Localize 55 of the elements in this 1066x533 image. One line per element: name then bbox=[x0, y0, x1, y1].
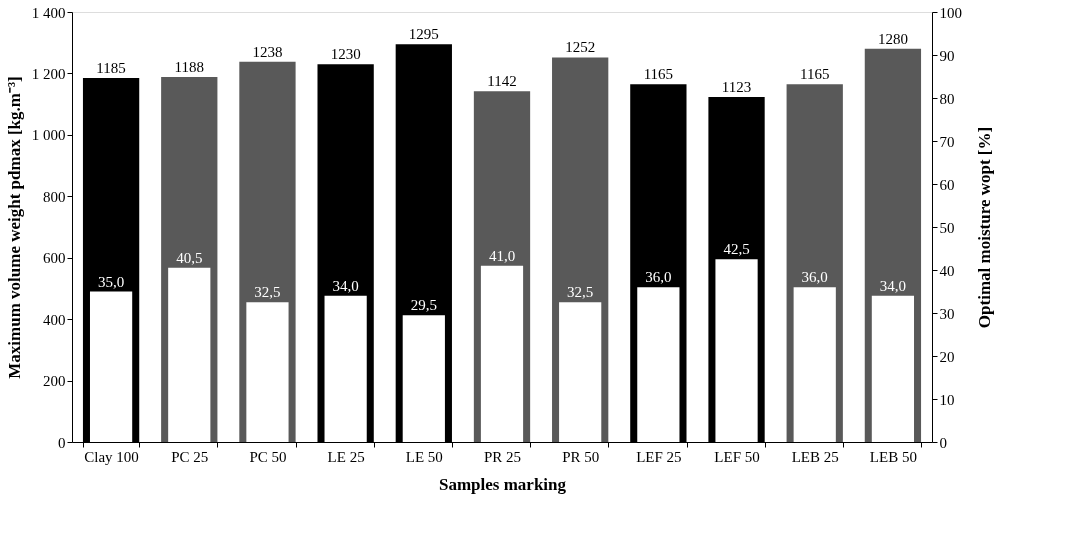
y2-tick-label: 40 bbox=[939, 262, 955, 279]
data-label: 1295 bbox=[408, 26, 439, 43]
y-tick-label: 800 bbox=[43, 188, 66, 205]
data-label: 1188 bbox=[174, 59, 204, 76]
y2-tick-label: 60 bbox=[939, 176, 955, 193]
data-label: 1165 bbox=[643, 66, 674, 83]
x-tick-label: LEB 25 bbox=[791, 448, 839, 465]
y2-tick-label: 70 bbox=[939, 133, 955, 150]
y-tick-label: 400 bbox=[43, 311, 66, 328]
y2-tick-label: 30 bbox=[939, 305, 955, 322]
y2-tick-label: 50 bbox=[939, 219, 955, 236]
y-tick-label: 1 000 bbox=[31, 127, 66, 144]
y-tick-label: 1 400 bbox=[31, 4, 66, 21]
x-tick-label: Clay 100 bbox=[84, 448, 139, 465]
y2-axis-title: Optimal moisture wopt [%] bbox=[975, 126, 994, 329]
data-label: 34,0 bbox=[332, 277, 359, 294]
x-tick-label: LE 50 bbox=[405, 448, 443, 465]
x-tick-label: LEB 50 bbox=[869, 448, 917, 465]
data-label: 36,0 bbox=[801, 269, 828, 286]
x-tick-label: PR 50 bbox=[562, 448, 600, 465]
x-tick-label: PR 25 bbox=[483, 448, 522, 465]
data-label: 1238 bbox=[252, 43, 283, 60]
data-label: 1142 bbox=[487, 73, 517, 90]
x-axis-title: Samples marking bbox=[438, 474, 567, 494]
y2-tick-label: 0 bbox=[939, 434, 947, 451]
data-label: 1165 bbox=[800, 66, 830, 83]
data-label: 32,5 bbox=[567, 284, 594, 301]
y2-tick-label: 10 bbox=[939, 391, 955, 408]
data-label: 41,0 bbox=[488, 247, 516, 264]
y2-tick-label: 80 bbox=[939, 90, 955, 107]
data-label: 29,5 bbox=[410, 297, 437, 314]
x-tick-label: LEF 25 bbox=[636, 448, 682, 465]
y-axis-title: Maximum volume weight pdmax [kg.m⁻³] bbox=[4, 76, 24, 379]
x-tick-label: PC 50 bbox=[249, 448, 287, 465]
y-tick-label: 1 200 bbox=[31, 65, 66, 82]
data-label: 1280 bbox=[877, 30, 908, 47]
y-tick-label: 0 bbox=[58, 434, 66, 451]
data-label: 1123 bbox=[721, 79, 752, 96]
data-label: 40,5 bbox=[176, 249, 203, 266]
data-label: 36,0 bbox=[645, 269, 672, 286]
x-tick-label: PC 25 bbox=[171, 448, 209, 465]
data-label: 1230 bbox=[330, 46, 361, 63]
data-label: 1252 bbox=[565, 39, 596, 56]
y2-tick-label: 100 bbox=[939, 4, 962, 21]
x-tick-label: LEF 50 bbox=[714, 448, 760, 465]
y2-tick-label: 90 bbox=[939, 47, 955, 64]
x-tick-label: LE 25 bbox=[327, 448, 365, 465]
y-tick-label: 200 bbox=[43, 373, 66, 390]
data-label: 32,5 bbox=[254, 284, 281, 301]
data-label: 1185 bbox=[96, 60, 126, 77]
y2-tick-label: 20 bbox=[939, 348, 955, 365]
data-label: 35,0 bbox=[97, 273, 125, 290]
data-label: 42,5 bbox=[723, 241, 750, 258]
y-tick-label: 600 bbox=[43, 250, 66, 267]
data-label: 34,0 bbox=[879, 277, 907, 294]
